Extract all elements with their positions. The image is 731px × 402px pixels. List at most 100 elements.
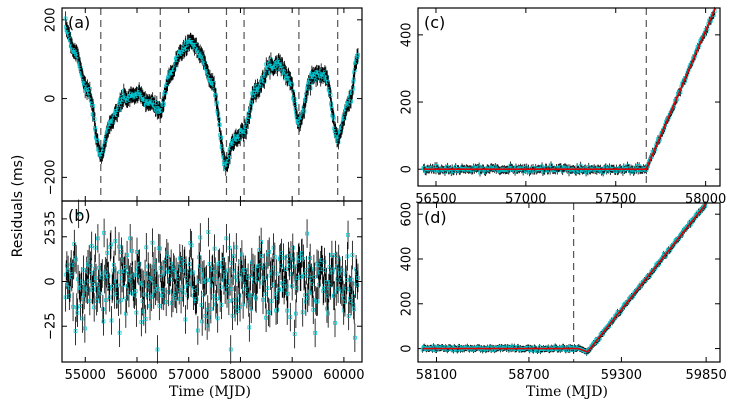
data-point (122, 268, 127, 273)
y-tick-label-d: 0 (400, 344, 415, 352)
data-point (351, 79, 356, 84)
data-point (150, 240, 155, 245)
data-point (203, 61, 208, 66)
data-point (101, 307, 105, 312)
right-x-axis-label: Time (MJD) (526, 384, 608, 400)
data-point (158, 246, 162, 251)
data-point (209, 307, 213, 311)
data-point (235, 298, 239, 303)
data-points-b (63, 199, 360, 364)
data-point (155, 347, 160, 352)
data-point (219, 303, 224, 307)
data-point (133, 272, 137, 277)
data-point (336, 140, 341, 145)
data-point (273, 292, 278, 296)
data-point (104, 298, 108, 303)
data-point (213, 93, 217, 98)
data-point (211, 82, 216, 87)
data-point (198, 235, 203, 240)
data-point (326, 80, 331, 85)
data-point (158, 266, 163, 270)
data-point (340, 125, 344, 130)
panel-frame-d (417, 202, 721, 363)
data-point (137, 261, 142, 266)
data-point (87, 87, 92, 91)
data-point (238, 137, 243, 141)
data-point (92, 117, 97, 122)
data-point (304, 94, 309, 98)
data-point (195, 328, 200, 333)
data-point (110, 286, 115, 291)
data-point (352, 70, 357, 75)
data-point (230, 287, 234, 291)
shared-y-axis-label: Residuals (ms) (10, 155, 26, 258)
data-point (196, 279, 201, 284)
data-point (100, 271, 105, 276)
panel-frame-b (61, 200, 363, 363)
y-tick-label-b: 35 (44, 211, 59, 228)
data-point (231, 254, 236, 258)
data-point (76, 211, 81, 216)
data-point (66, 268, 70, 272)
data-point (169, 261, 173, 266)
data-point (336, 257, 341, 261)
data-point (301, 256, 306, 261)
data-point (346, 233, 350, 237)
data-point (292, 97, 297, 102)
data-point (249, 102, 253, 107)
data-point (217, 260, 222, 265)
data-point (75, 51, 80, 56)
data-point (349, 277, 354, 282)
data-point (275, 307, 280, 312)
data-point (95, 139, 100, 143)
data-point (101, 147, 106, 152)
data-point (207, 262, 212, 266)
data-point (181, 290, 186, 295)
data-point (261, 297, 265, 302)
data-point (130, 249, 134, 253)
fit-line-c (423, 7, 717, 170)
y-tick-label-d: 600 (400, 202, 415, 227)
data-point (98, 291, 103, 296)
data-point (214, 93, 218, 98)
data-point (90, 101, 95, 106)
x-tick-label-b: 57000 (168, 368, 209, 383)
data-point (284, 267, 288, 271)
data-point (329, 101, 333, 106)
data-point (308, 256, 313, 260)
data-point (107, 295, 112, 300)
data-point (269, 299, 274, 304)
data-point (109, 242, 113, 247)
data-point (241, 302, 245, 307)
data-point (194, 297, 199, 301)
data-point (102, 231, 106, 235)
x-tick-label-b: 60000 (323, 368, 364, 383)
data-point (125, 253, 129, 257)
data-point (164, 299, 169, 304)
data-point (350, 89, 355, 94)
x-tick-label-b: 56000 (116, 368, 157, 383)
y-tick-label-b: −25 (44, 313, 59, 340)
panel-label-a: (a) (68, 13, 90, 32)
data-point (355, 55, 360, 60)
data-point (94, 138, 99, 143)
data-point (344, 278, 349, 282)
data-point (218, 136, 223, 141)
data-point (228, 155, 232, 160)
data-point (311, 307, 316, 312)
panel-label-d: (d) (424, 208, 447, 227)
data-point (144, 245, 149, 250)
data-point (549, 163, 553, 168)
data-point (88, 263, 93, 268)
data-point (294, 311, 298, 316)
data-point (155, 101, 159, 105)
data-point (292, 98, 297, 103)
data-point (94, 276, 98, 280)
data-point (232, 298, 237, 302)
data-point (212, 246, 217, 251)
data-point (74, 305, 79, 310)
data-point (289, 81, 294, 86)
data-point (165, 82, 170, 86)
